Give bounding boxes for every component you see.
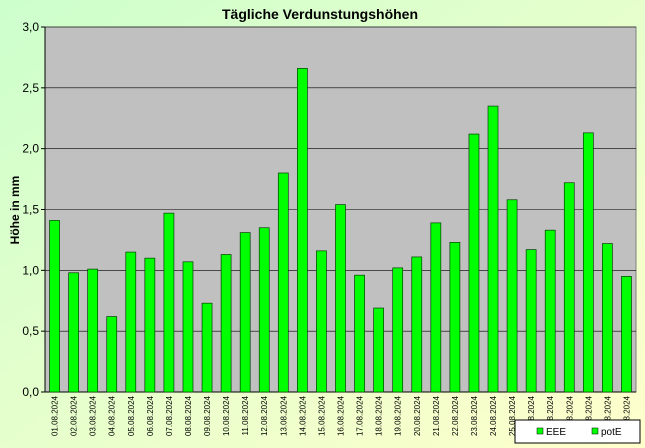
x-tick-label: 02.08.2024 xyxy=(70,395,79,436)
bar xyxy=(525,249,537,393)
bar xyxy=(563,182,575,393)
bar xyxy=(316,250,327,393)
y-tick-label: 0,0 xyxy=(22,385,39,399)
x-tick-label: 09.08.2024 xyxy=(203,395,212,436)
bar xyxy=(49,220,60,393)
y-tick-label: 1,0 xyxy=(22,263,39,277)
x-tick-label: 08.08.2024 xyxy=(184,395,193,436)
bar xyxy=(621,276,632,393)
chart-title: Tägliche Verdunstungshöhen xyxy=(222,6,418,22)
x-tick-label: 28.08.2024 xyxy=(565,395,574,436)
x-tick-label: 18.08.2024 xyxy=(375,395,384,436)
bar xyxy=(335,204,346,393)
bar xyxy=(106,316,118,393)
bar xyxy=(239,232,251,393)
x-tick-label: 27.08.2024 xyxy=(546,395,555,436)
x-tick-label: 21.08.2024 xyxy=(432,395,441,436)
x-tick-label: 05.08.2024 xyxy=(127,395,136,436)
x-tick-label: 31.08.2024 xyxy=(622,395,631,436)
bar xyxy=(201,302,213,393)
x-tick-label: 12.08.2024 xyxy=(260,395,269,436)
x-tick-label: 13.08.2024 xyxy=(279,395,288,436)
x-tick-label: 06.08.2024 xyxy=(146,395,155,436)
x-tick-label: 29.08.2024 xyxy=(584,395,593,436)
bar xyxy=(258,227,270,393)
bar xyxy=(182,261,194,393)
bar xyxy=(87,268,99,393)
x-tick-label: 16.08.2024 xyxy=(337,395,346,436)
x-tick-label: 19.08.2024 xyxy=(394,395,403,436)
bar xyxy=(373,307,384,393)
bar xyxy=(602,243,613,393)
bar xyxy=(220,254,232,393)
legend-label: potE xyxy=(601,427,622,438)
x-tick-label: 25.08.2024 xyxy=(508,395,517,436)
x-tick-label: 26.08.2024 xyxy=(527,395,536,436)
x-tick-label: 03.08.2024 xyxy=(89,395,98,436)
bar xyxy=(411,256,423,393)
y-tick-label: 2,5 xyxy=(22,81,39,95)
x-tick-label: 10.08.2024 xyxy=(222,395,231,436)
x-tick-label: 14.08.2024 xyxy=(298,395,307,436)
y-tick-label: 3,0 xyxy=(22,20,39,34)
bar xyxy=(144,257,156,393)
bar xyxy=(392,267,404,393)
bar xyxy=(163,212,175,393)
legend-swatch xyxy=(591,427,599,435)
bar xyxy=(354,274,365,393)
legend-label: EEE xyxy=(546,427,566,438)
bar xyxy=(297,68,308,393)
x-tick-label: 15.08.2024 xyxy=(317,395,326,436)
x-tick-label: 22.08.2024 xyxy=(451,395,460,436)
x-tick-label: 24.08.2024 xyxy=(489,395,498,436)
legend-swatch xyxy=(536,427,544,435)
y-axis-label: Höhe in mm xyxy=(8,176,22,245)
x-tick-label: 23.08.2024 xyxy=(470,395,479,436)
x-tick-label: 30.08.2024 xyxy=(603,395,612,436)
x-tick-label: 17.08.2024 xyxy=(356,395,365,436)
y-tick-label: 0,5 xyxy=(22,324,39,338)
bar xyxy=(449,242,461,393)
bar xyxy=(506,199,518,393)
x-tick-label: 07.08.2024 xyxy=(165,395,174,436)
x-tick-label: 11.08.2024 xyxy=(241,395,250,435)
x-tick-label: 04.08.2024 xyxy=(108,395,117,436)
bar xyxy=(582,132,594,393)
x-tick-label: 01.08.2024 xyxy=(51,395,60,436)
bar xyxy=(468,133,480,393)
y-tick-label: 2,0 xyxy=(22,142,39,156)
legend-box xyxy=(514,419,641,444)
bar xyxy=(68,272,79,393)
y-tick-label: 1,5 xyxy=(22,203,39,217)
bar xyxy=(277,172,289,393)
bar xyxy=(487,105,499,393)
bar xyxy=(544,229,556,393)
x-tick-label: 20.08.2024 xyxy=(413,395,422,436)
bar xyxy=(125,251,137,393)
bar xyxy=(430,222,442,393)
